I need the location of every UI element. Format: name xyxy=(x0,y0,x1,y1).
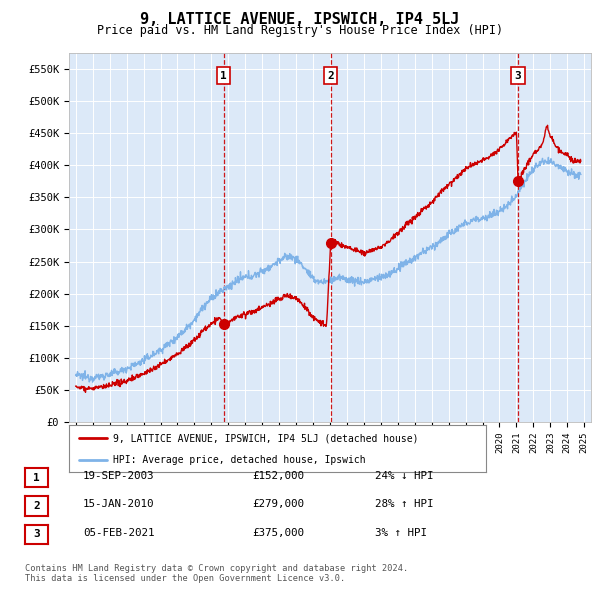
Text: 28% ↑ HPI: 28% ↑ HPI xyxy=(375,500,433,509)
Text: 1: 1 xyxy=(220,71,227,81)
Text: 3: 3 xyxy=(33,529,40,539)
Text: 1: 1 xyxy=(33,473,40,483)
Text: 24% ↓ HPI: 24% ↓ HPI xyxy=(375,471,433,481)
Text: 2: 2 xyxy=(33,501,40,511)
Text: 05-FEB-2021: 05-FEB-2021 xyxy=(83,528,154,537)
Text: £279,000: £279,000 xyxy=(252,500,304,509)
Text: Price paid vs. HM Land Registry's House Price Index (HPI): Price paid vs. HM Land Registry's House … xyxy=(97,24,503,37)
Text: 3: 3 xyxy=(515,71,521,81)
Text: HPI: Average price, detached house, Ipswich: HPI: Average price, detached house, Ipsw… xyxy=(113,455,365,465)
Text: 15-JAN-2010: 15-JAN-2010 xyxy=(83,500,154,509)
Text: £375,000: £375,000 xyxy=(252,528,304,537)
Text: 9, LATTICE AVENUE, IPSWICH, IP4 5LJ (detached house): 9, LATTICE AVENUE, IPSWICH, IP4 5LJ (det… xyxy=(113,433,418,443)
Text: 19-SEP-2003: 19-SEP-2003 xyxy=(83,471,154,481)
Text: Contains HM Land Registry data © Crown copyright and database right 2024.
This d: Contains HM Land Registry data © Crown c… xyxy=(25,563,409,583)
Text: 3% ↑ HPI: 3% ↑ HPI xyxy=(375,528,427,537)
Text: 9, LATTICE AVENUE, IPSWICH, IP4 5LJ: 9, LATTICE AVENUE, IPSWICH, IP4 5LJ xyxy=(140,12,460,27)
Text: 2: 2 xyxy=(328,71,334,81)
Text: £152,000: £152,000 xyxy=(252,471,304,481)
